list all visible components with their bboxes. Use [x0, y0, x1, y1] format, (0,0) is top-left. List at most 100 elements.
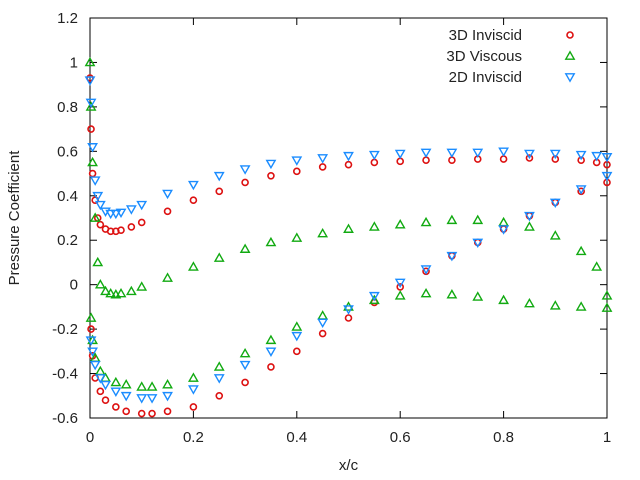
- data-point: [241, 178, 249, 187]
- data-point: [575, 150, 587, 161]
- legend-label: 2D Inviscid: [449, 69, 522, 86]
- data-point: [85, 98, 97, 109]
- data-point: [549, 149, 561, 160]
- legend: 3D Inviscid 3D Viscous 2D Inviscid: [446, 27, 576, 86]
- data-point: [524, 211, 535, 222]
- data-point: [524, 149, 535, 160]
- data-point: [136, 394, 148, 404]
- x-axis-label: x/c: [339, 457, 359, 474]
- data-point: [137, 218, 146, 227]
- data-point: [472, 214, 484, 225]
- data-point: [368, 291, 380, 302]
- data-point: [292, 347, 301, 356]
- data-point: [136, 381, 148, 391]
- data-point: [136, 200, 148, 211]
- data-point: [187, 180, 199, 191]
- data-point: [446, 214, 458, 225]
- data-point: [120, 391, 132, 402]
- data-point: [291, 321, 303, 331]
- plot-frame: [89, 17, 608, 419]
- series-3d-inviscid: [86, 74, 611, 418]
- data-point: [105, 209, 117, 220]
- data-point: [446, 289, 458, 299]
- data-point: [446, 148, 458, 159]
- data-point: [110, 376, 122, 387]
- y-tick-label: 0.4: [57, 188, 78, 205]
- data-point: [239, 243, 251, 253]
- data-point: [601, 302, 613, 312]
- data-point: [524, 221, 535, 231]
- data-point: [591, 151, 603, 162]
- data-point: [446, 251, 458, 262]
- data-point: [213, 252, 225, 262]
- data-point: [89, 360, 101, 371]
- data-point: [575, 245, 587, 256]
- data-point: [85, 312, 97, 322]
- data-point: [94, 374, 106, 384]
- y-tick-label: 0.8: [57, 99, 78, 116]
- data-point: [344, 160, 353, 169]
- legend-marker: [564, 73, 576, 83]
- data-point: [601, 153, 613, 163]
- data-point: [394, 278, 406, 289]
- data-point: [318, 329, 327, 338]
- data-point: [110, 387, 122, 397]
- data-point: [189, 196, 198, 205]
- data-point: [368, 150, 380, 161]
- data-point: [498, 294, 510, 305]
- data-point: [472, 291, 484, 301]
- data-point: [420, 216, 432, 227]
- data-point: [549, 230, 561, 240]
- y-tick-label: 0.6: [57, 143, 78, 160]
- data-point: [89, 212, 101, 222]
- legend-label: 3D Viscous: [446, 48, 522, 65]
- data-point: [146, 381, 158, 391]
- data-point: [213, 171, 225, 182]
- data-point: [162, 391, 173, 402]
- data-point: [89, 176, 101, 186]
- data-point: [120, 379, 132, 389]
- data-point: [396, 283, 405, 291]
- data-point: [85, 336, 97, 346]
- x-tick-label: 1: [603, 429, 611, 446]
- data-point: [87, 334, 98, 345]
- data-point: [85, 101, 97, 111]
- data-point: [267, 363, 275, 371]
- legend-label: 3D Inviscid: [449, 27, 522, 44]
- data-point: [420, 287, 432, 298]
- data-point: [394, 149, 406, 160]
- data-point: [239, 165, 251, 175]
- data-point: [87, 143, 98, 153]
- data-point: [472, 148, 484, 159]
- data-point: [317, 227, 329, 238]
- data-point: [94, 279, 106, 289]
- data-point: [115, 287, 127, 298]
- data-point: [125, 205, 137, 215]
- data-point: [265, 159, 277, 170]
- data-point: [549, 198, 561, 209]
- legend-marker: [566, 31, 574, 39]
- y-tick-label: 0.2: [57, 232, 78, 249]
- data-point: [265, 236, 277, 247]
- data-point: [213, 374, 225, 384]
- data-point: [498, 225, 510, 235]
- data-point: [215, 187, 224, 196]
- data-point: [394, 219, 406, 229]
- data-point: [117, 226, 125, 235]
- data-point: [92, 256, 104, 267]
- data-point: [213, 361, 225, 371]
- x-tick-label: 0.2: [183, 429, 204, 446]
- data-point: [265, 334, 277, 345]
- data-point: [343, 151, 354, 162]
- data-point: [368, 294, 380, 305]
- data-point: [420, 148, 432, 159]
- y-tick-label: -0.2: [52, 321, 78, 338]
- data-point: [148, 409, 156, 418]
- data-point: [92, 191, 104, 202]
- data-point: [525, 154, 534, 162]
- data-point: [84, 76, 96, 86]
- data-point: [601, 290, 613, 300]
- data-points: [84, 56, 613, 418]
